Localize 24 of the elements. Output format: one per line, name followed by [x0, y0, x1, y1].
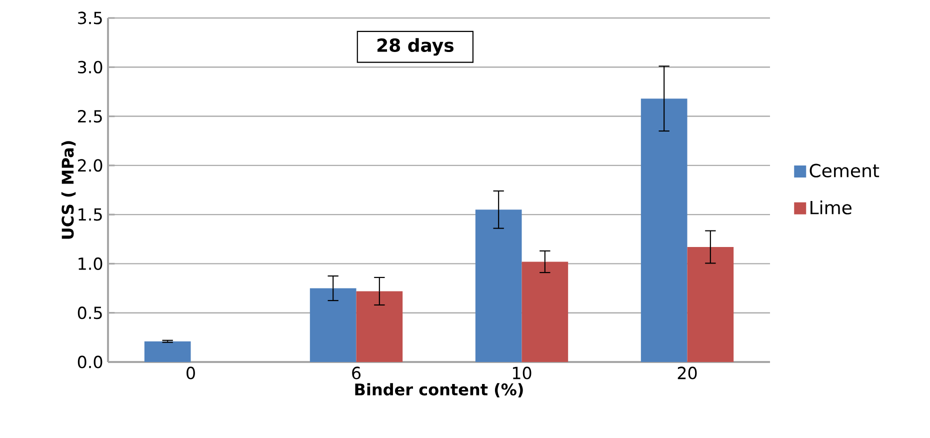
- y-tick-label: 0.0: [78, 356, 102, 368]
- bar: [475, 210, 522, 362]
- y-tick-label: 0.5: [78, 306, 102, 320]
- bar: [687, 246, 734, 362]
- y-tick-label: 2.0: [78, 159, 102, 172]
- x-tick-label: 20: [678, 366, 697, 380]
- bar: [144, 341, 191, 362]
- bar: [310, 288, 356, 362]
- text: 28 days: [377, 38, 454, 56]
- x-tick-label: 0: [186, 366, 195, 380]
- y-tick-label: 1.5: [78, 208, 102, 221]
- x-tick-label: 6: [352, 366, 361, 380]
- bar: [356, 291, 403, 362]
- y-tick-label: 3.5: [78, 12, 102, 24]
- y-tick-label: 3.0: [78, 60, 102, 74]
- y-tick-label: 2.5: [78, 110, 102, 123]
- bar: [640, 98, 688, 362]
- x-axis-title: Binder content (%): [355, 383, 523, 398]
- legend-label: Cement: [810, 164, 880, 178]
- x-tick-label: 10: [512, 366, 532, 380]
- legend-label: Lime: [810, 200, 852, 214]
- y-axis-title: UCS ( MPa): [61, 141, 76, 239]
- bar: [522, 262, 568, 362]
- y-tick-label: 1.0: [78, 257, 102, 270]
